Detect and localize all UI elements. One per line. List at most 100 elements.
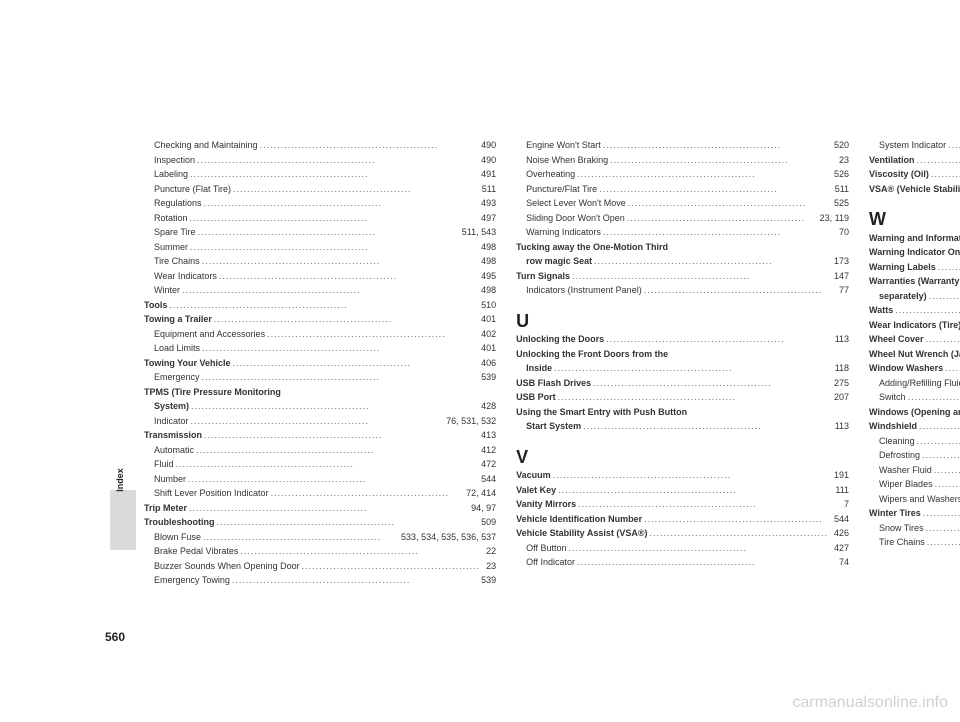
index-entry-label: Using the Smart Entry with Push Button <box>516 405 687 420</box>
index-entry-label: Summer <box>154 240 188 255</box>
index-entry-label: Unlocking the Doors <box>516 332 604 347</box>
index-entry: Warning Indicators......................… <box>516 225 849 240</box>
leader-dots: ........................................… <box>893 303 960 318</box>
index-entry-page: 406 <box>477 356 496 371</box>
index-entry: Labeling................................… <box>144 167 496 182</box>
index-entry-label: Warranties (Warranty Manual provided <box>869 274 960 289</box>
index-entry: Tire Chains.............................… <box>869 535 960 550</box>
index-entry: Puncture/Flat Tire......................… <box>516 182 849 197</box>
index-entry-label: Cleaning <box>879 434 915 449</box>
index-entry-page: 413 <box>477 428 496 443</box>
index-entry: Vacuum..................................… <box>516 468 849 483</box>
index-entry-label: Tools <box>144 298 167 313</box>
leader-dots: ........................................… <box>915 153 960 168</box>
leader-dots: ........................................… <box>625 211 816 226</box>
index-entry: USB Flash Drives........................… <box>516 376 849 391</box>
index-entry: Vehicle Identification Number...........… <box>516 512 849 527</box>
index-entry: Turn Signals............................… <box>516 269 849 284</box>
index-entry: Vehicle Stability Assist (VSA®).........… <box>516 526 849 541</box>
index-entry-label: Select Lever Won't Move <box>526 196 626 211</box>
index-entry: Viscosity (Oil).........................… <box>869 167 960 182</box>
leader-dots: ........................................… <box>194 443 477 458</box>
index-entry-page: 498 <box>477 283 496 298</box>
index-entry: Defrosting..............................… <box>869 448 960 463</box>
index-entry: Engine Won't Start......................… <box>516 138 849 153</box>
index-entry: Washer Fluid............................… <box>869 463 960 478</box>
index-entry-page: 497 <box>477 211 496 226</box>
index-entry-label: Indicator <box>154 414 189 429</box>
leader-dots: ........................................… <box>238 544 482 559</box>
index-entry-label: System Indicator <box>879 138 946 153</box>
index-entry: Wipers and Washers......................… <box>869 492 960 507</box>
index-entry-page: 526 <box>830 167 849 182</box>
index-entry-label: Tire Chains <box>879 535 925 550</box>
leader-dots: ........................................… <box>642 283 835 298</box>
index-entry-label: USB Port <box>516 390 556 405</box>
index-entry-page: 539 <box>477 573 496 588</box>
index-entry-label: Troubleshooting <box>144 515 215 530</box>
index-entry: Equipment and Accessories...............… <box>144 327 496 342</box>
index-entry-label: Spare Tire <box>154 225 196 240</box>
index-entry: Tucking away the One-Motion Third <box>516 240 849 255</box>
leader-dots: ........................................… <box>167 298 477 313</box>
index-entry: Tire Chains.............................… <box>144 254 496 269</box>
index-entry: Regulations.............................… <box>144 196 496 211</box>
index-entry-label: Wear Indicators <box>154 269 217 284</box>
leader-dots: ........................................… <box>921 506 960 521</box>
index-entry-label: Adding/Refilling Fluid <box>879 376 960 391</box>
index-entry: Spare Tire..............................… <box>144 225 496 240</box>
index-entry: Noise When Braking......................… <box>516 153 849 168</box>
index-entry-label: Windshield <box>869 419 917 434</box>
index-entry: Puncture (Flat Tire)....................… <box>144 182 496 197</box>
leader-dots: ........................................… <box>920 448 960 463</box>
index-page: Checking and Maintaining................… <box>144 138 904 648</box>
index-entry: Troubleshooting.........................… <box>144 515 496 530</box>
leader-dots: ........................................… <box>946 138 960 153</box>
index-entry: Emergency Towing........................… <box>144 573 496 588</box>
index-entry: Off Button..............................… <box>516 541 849 556</box>
index-entry-page: 493 <box>477 196 496 211</box>
index-entry: Checking and Maintaining................… <box>144 138 496 153</box>
index-entry-page: 70 <box>835 225 849 240</box>
leader-dots: ........................................… <box>933 477 960 492</box>
index-entry: Inspection..............................… <box>144 153 496 168</box>
index-entry-label: Warning Indicators <box>526 225 601 240</box>
index-entry-page: 490 <box>477 138 496 153</box>
index-entry-label: USB Flash Drives <box>516 376 591 391</box>
index-entry-label: Ventilation <box>869 153 915 168</box>
index-entry: Vanity Mirrors..........................… <box>516 497 849 512</box>
index-entry-page: 401 <box>477 341 496 356</box>
index-entry-label: Watts <box>869 303 893 318</box>
index-entry: Sliding Door Won't Open.................… <box>516 211 849 226</box>
index-entry-page: 490 <box>477 153 496 168</box>
index-entry-label: Warning and Information Messages <box>869 231 960 246</box>
leader-dots: ........................................… <box>180 283 477 298</box>
leader-dots: ........................................… <box>924 521 960 536</box>
index-entry-label: Start System <box>526 419 581 434</box>
side-label: Index <box>115 460 125 500</box>
index-entry: Wheel Nut Wrench (Jack Handle)..........… <box>869 347 960 362</box>
index-entry-label: Vehicle Identification Number <box>516 512 642 527</box>
index-entry-label: Load Limits <box>154 341 200 356</box>
index-entry-label: Unlocking the Front Doors from the <box>516 347 668 362</box>
leader-dots: ........................................… <box>186 472 477 487</box>
index-entry: Load Limits.............................… <box>144 341 496 356</box>
leader-dots: ........................................… <box>626 196 830 211</box>
index-entry-label: Emergency Towing <box>154 573 230 588</box>
index-entry-page: 77 <box>835 283 849 298</box>
index-entry-label: Inside <box>526 361 552 376</box>
leader-dots: ........................................… <box>188 211 478 226</box>
index-entry: Automatic...............................… <box>144 443 496 458</box>
index-entry-page: 72, 414 <box>462 486 496 501</box>
index-column-2: Engine Won't Start......................… <box>516 138 849 648</box>
index-entry-page: 498 <box>477 254 496 269</box>
index-entry-label: Checking and Maintaining <box>154 138 258 153</box>
index-entry-label: Fluid <box>154 457 174 472</box>
leader-dots: ........................................… <box>608 153 835 168</box>
leader-dots: ........................................… <box>647 526 830 541</box>
leader-dots: ........................................… <box>200 341 477 356</box>
leader-dots: ........................................… <box>570 269 830 284</box>
leader-dots: ........................................… <box>200 370 478 385</box>
index-entry-label: TPMS (Tire Pressure Monitoring <box>144 385 281 400</box>
index-entry-page: 544 <box>830 512 849 527</box>
